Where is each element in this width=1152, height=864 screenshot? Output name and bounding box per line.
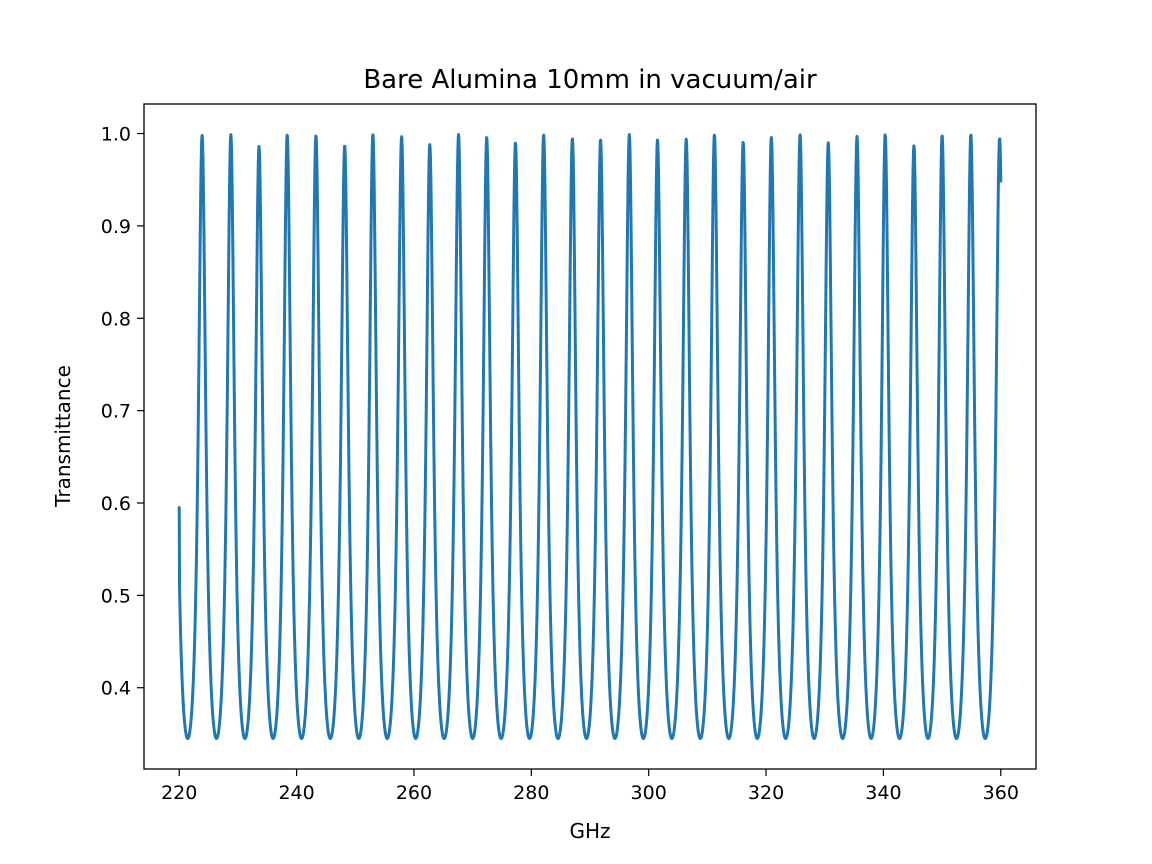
x-axis-label: GHz <box>569 819 610 843</box>
x-tick-label: 220 <box>161 782 197 804</box>
y-tick-label: 0.7 <box>101 401 131 423</box>
y-tick-label: 0.4 <box>101 678 131 700</box>
x-tick-label: 360 <box>983 782 1019 804</box>
y-tick-label: 1.0 <box>101 124 131 146</box>
axes-frame <box>143 103 1037 770</box>
y-tick-label: 0.5 <box>101 585 131 607</box>
y-axis-label: Transmittance <box>51 365 75 508</box>
x-tick-label: 240 <box>278 782 314 804</box>
x-axis-ticks: 220 240 260 280 300 320 340 360 <box>161 769 1019 804</box>
chart-title: Bare Alumina 10mm in vacuum/air <box>363 65 817 95</box>
plot-area <box>177 132 1003 741</box>
x-tick-label: 340 <box>865 782 901 804</box>
x-tick-label: 260 <box>396 782 432 804</box>
y-axis-ticks: 0.4 0.5 0.6 0.7 0.8 0.9 1.0 <box>101 124 144 700</box>
x-tick-label: 300 <box>631 782 667 804</box>
y-tick-label: 0.8 <box>101 308 131 330</box>
x-tick-label: 280 <box>513 782 549 804</box>
series-line-transmittance <box>177 132 1003 741</box>
x-tick-label: 320 <box>748 782 784 804</box>
y-tick-label: 0.6 <box>101 493 131 515</box>
y-tick-label: 0.9 <box>101 216 131 238</box>
